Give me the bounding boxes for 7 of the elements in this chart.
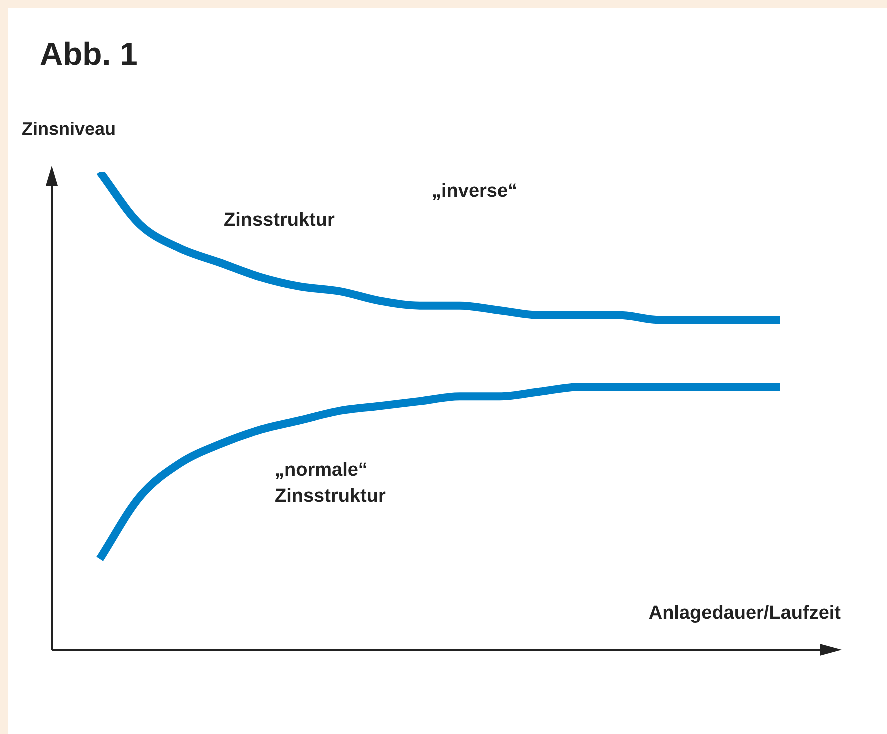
annotation: „normale“ <box>275 460 368 482</box>
annotation: Zinsstruktur <box>224 210 335 232</box>
y-axis-title: Zinsniveau <box>22 119 116 140</box>
chart-title: Abb. 1 <box>40 36 138 73</box>
annotation: Zinsstruktur <box>275 486 386 508</box>
annotation: „inverse“ <box>432 181 518 203</box>
x-axis-title: Anlagedauer/Laufzeit <box>648 603 841 625</box>
